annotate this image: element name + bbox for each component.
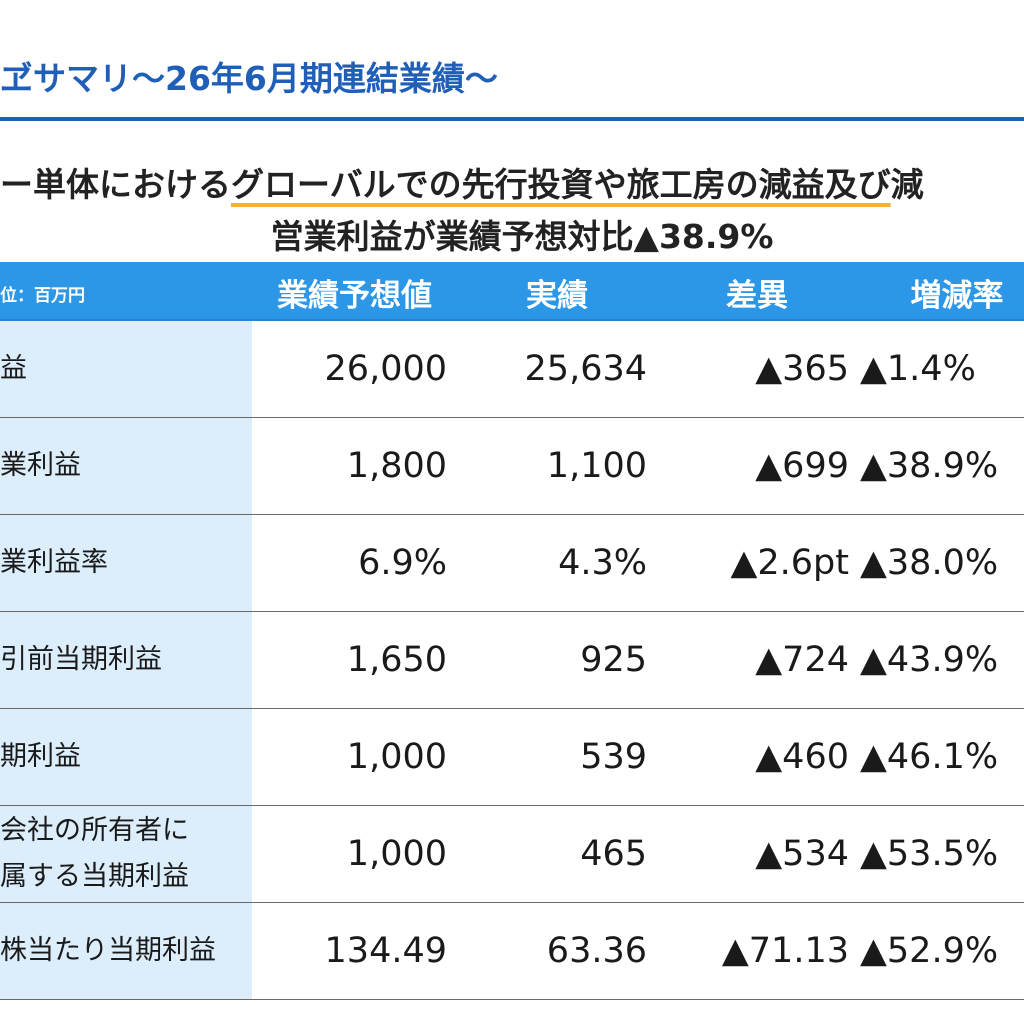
cell-diff: ▲2.6pt [730, 543, 849, 583]
table-row: 株当たり当期利益 134.49 63.36 ▲71.13 ▲52.9% [0, 903, 1024, 1000]
row-label-cell: 業利益率 [0, 515, 252, 611]
cell-rate: ▲43.9% [860, 640, 999, 680]
cell-forecast: 1,000 [346, 737, 447, 777]
row-label-cell: 益 [0, 321, 252, 417]
cell-forecast: 1,000 [346, 834, 447, 874]
cell-rate: ▲1.4% [860, 349, 976, 389]
cell-rate: ▲53.5% [860, 834, 999, 874]
row-label-cell: 株当たり当期利益 [0, 903, 252, 999]
cell-diff: ▲534 [755, 834, 849, 874]
row-label-cell: 引前当期利益 [0, 612, 252, 708]
header-diff: 差異 [726, 278, 788, 314]
cell-forecast: 1,650 [346, 640, 447, 680]
table-row: 会社の所有者に 属する当期利益 1,000 465 ▲534 ▲53.5% [0, 806, 1024, 903]
row-label-cell: 期利益 [0, 709, 252, 805]
headline-highlight: グローバルでの先行投資や旅工房の減益及び [231, 165, 891, 204]
cell-diff: ▲460 [755, 737, 849, 777]
cell-diff: ▲365 [755, 349, 849, 389]
headline: ー単体におけるグローバルでの先行投資や旅工房の減益及び減 [0, 158, 924, 206]
cell-forecast: 134.49 [324, 931, 447, 971]
cell-rate: ▲38.9% [860, 446, 999, 486]
header-rate: 増減率 [910, 278, 1004, 314]
cell-diff: ▲724 [755, 640, 849, 680]
row-label: 益 [0, 353, 27, 384]
table-row: 業利益率 6.9% 4.3% ▲2.6pt ▲38.0% [0, 515, 1024, 612]
table-row: 益 26,000 25,634 ▲365 ▲1.4% [0, 321, 1024, 418]
cell-actual: 4.3% [558, 543, 647, 583]
unit-label: 位：百万円 [0, 286, 85, 306]
cell-actual: 539 [580, 737, 647, 777]
cell-actual: 1,100 [546, 446, 647, 486]
slide-title: ヹサマリ～26年6月期連結業績～ [0, 59, 498, 98]
row-label: 期利益 [0, 741, 81, 772]
title-divider [0, 117, 1024, 121]
table-row: 期利益 1,000 539 ▲460 ▲46.1% [0, 709, 1024, 806]
table-row: 業利益 1,800 1,100 ▲699 ▲38.9% [0, 418, 1024, 515]
cell-rate: ▲38.0% [860, 543, 999, 583]
headline-suffix: 減 [890, 165, 924, 204]
results-table: 位：百万円 業績予想値 実績 差異 増減率 益 26,000 25,634 ▲3… [0, 262, 1024, 1000]
subheadline: 営業利益が業績予想対比▲38.9% [270, 217, 774, 256]
cell-actual: 465 [580, 834, 647, 874]
header-forecast: 業績予想値 [277, 278, 432, 314]
cell-rate: ▲52.9% [860, 931, 999, 971]
cell-actual: 63.36 [546, 931, 647, 971]
table-row: 引前当期利益 1,650 925 ▲724 ▲43.9% [0, 612, 1024, 709]
cell-forecast: 1,800 [346, 446, 447, 486]
headline-prefix: ー単体における [0, 165, 231, 204]
cell-diff: ▲699 [755, 446, 849, 486]
row-label: 株当たり当期利益 [0, 935, 216, 966]
row-label: 業利益 [0, 450, 81, 481]
row-label-cell: 会社の所有者に 属する当期利益 [0, 806, 252, 902]
row-label: 会社の所有者に 属する当期利益 [0, 815, 189, 892]
cell-actual: 925 [580, 640, 647, 680]
cell-actual: 25,634 [524, 349, 647, 389]
cell-forecast: 26,000 [324, 349, 447, 389]
table-header: 位：百万円 業績予想値 実績 差異 増減率 [0, 262, 1024, 321]
cell-forecast: 6.9% [358, 543, 447, 583]
header-actual: 実績 [526, 278, 588, 314]
cell-diff: ▲71.13 [721, 931, 849, 971]
row-label: 業利益率 [0, 547, 108, 578]
row-label-cell: 業利益 [0, 418, 252, 514]
row-label: 引前当期利益 [0, 644, 162, 675]
cell-rate: ▲46.1% [860, 737, 999, 777]
